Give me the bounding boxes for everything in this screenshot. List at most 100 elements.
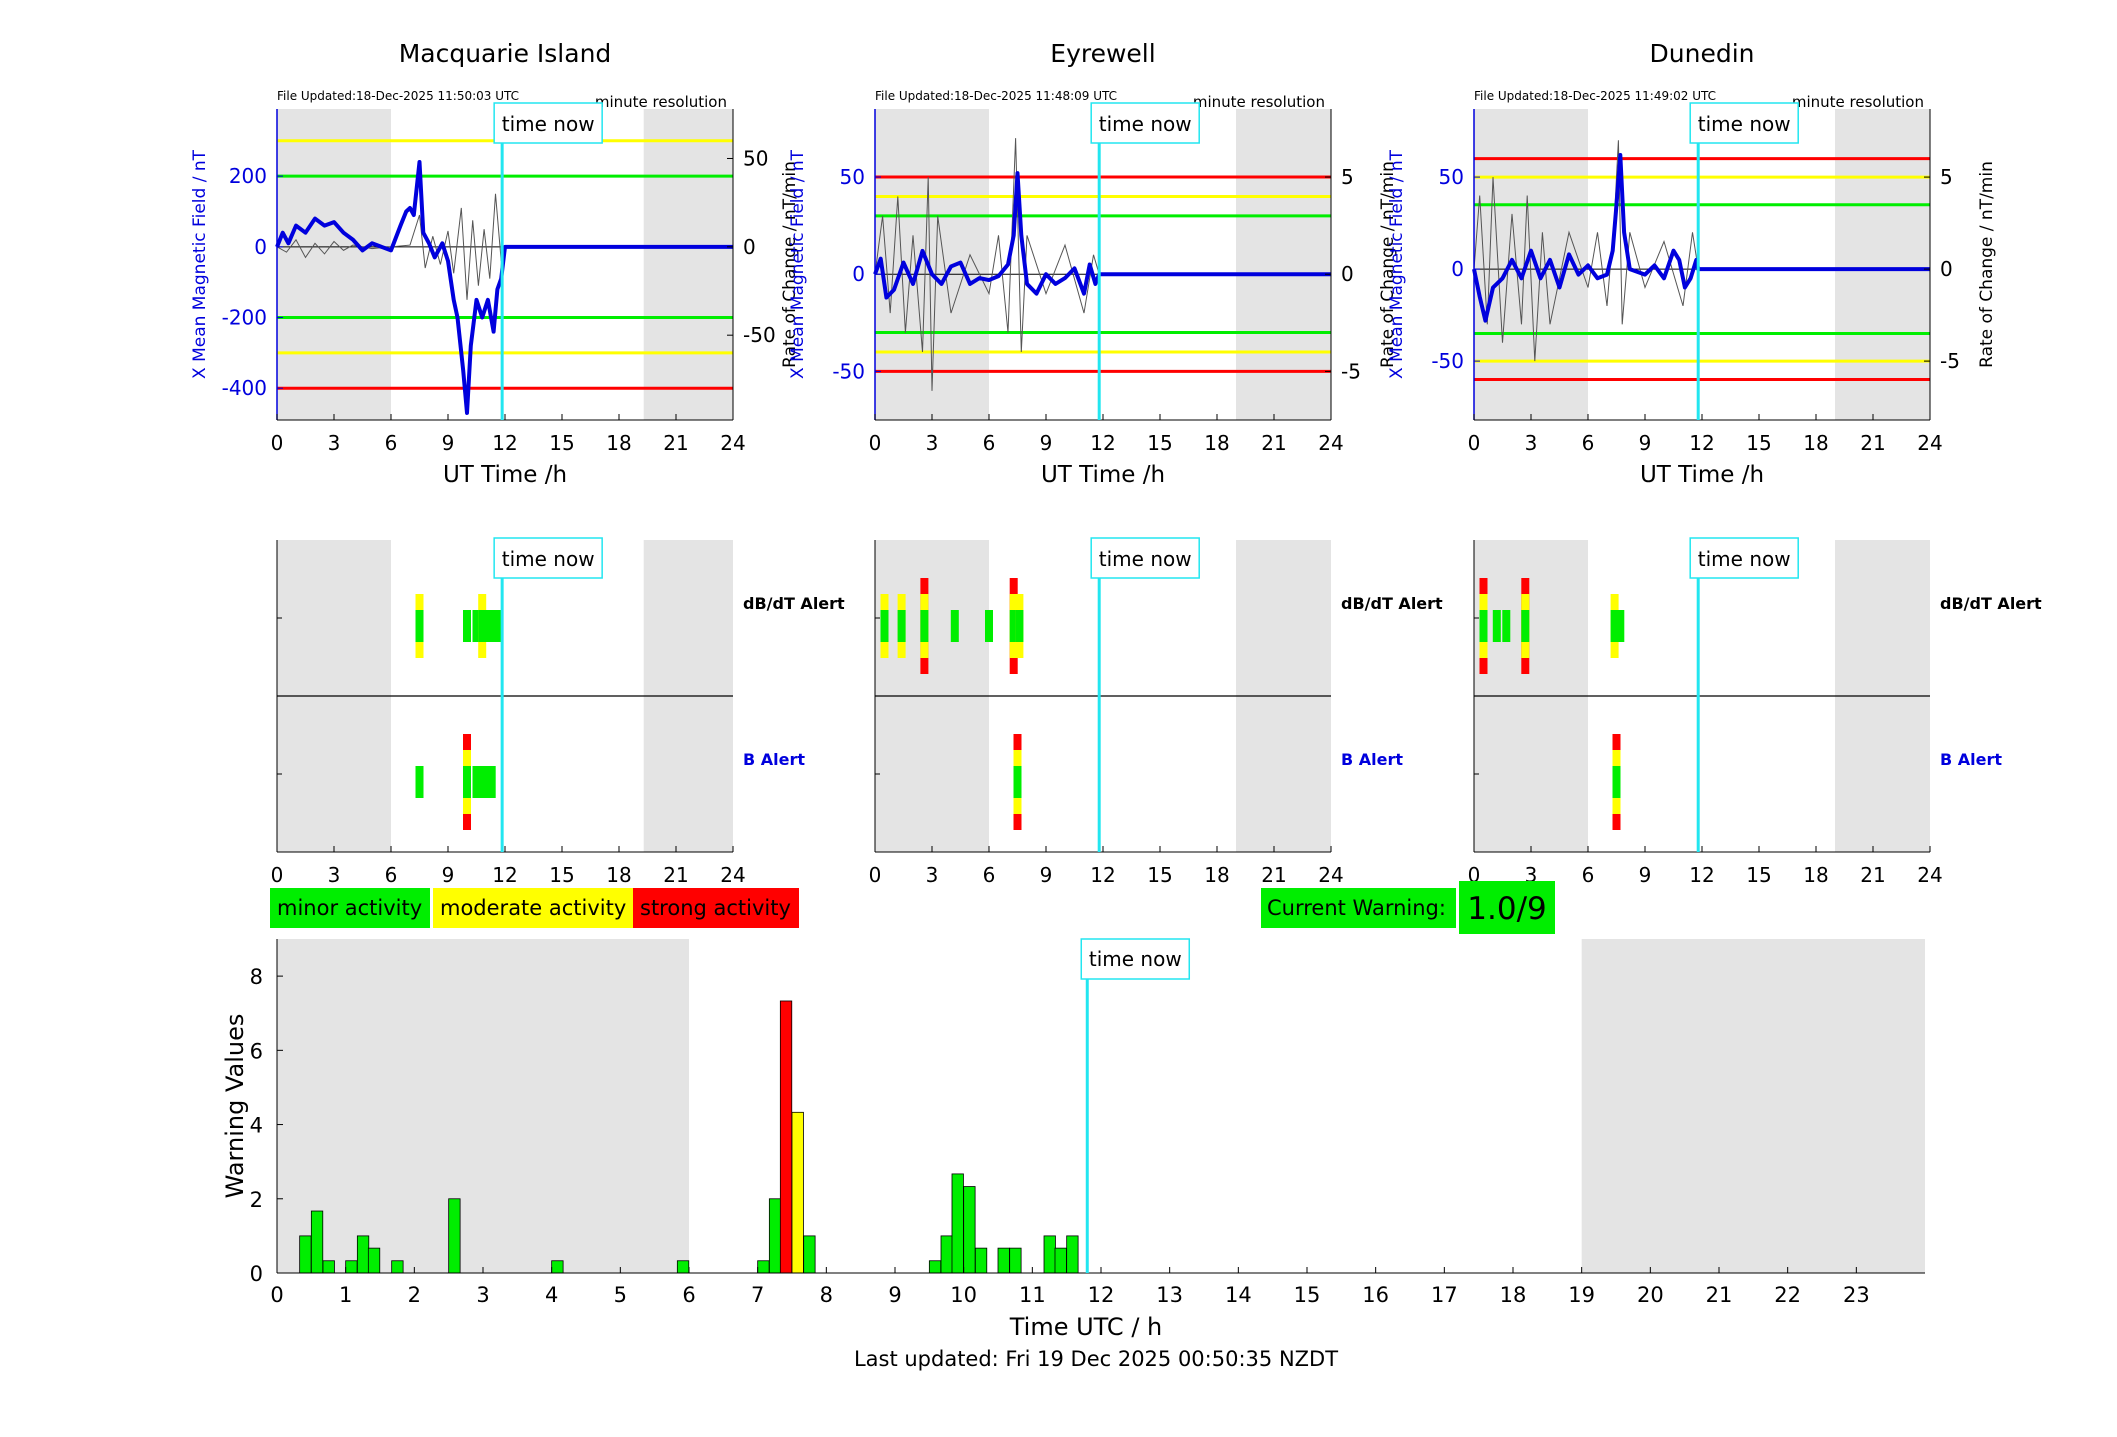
magnetic-field-line — [873, 171, 1331, 300]
x-tick-label: 9 — [1639, 431, 1652, 455]
chart-x-tick-label: 5 — [614, 1283, 627, 1307]
station-title: Eyrewell — [1050, 39, 1155, 68]
x-tick-label: 24 — [720, 431, 745, 455]
legend-moderate-swatch — [433, 888, 633, 928]
alert-x-tick-label: 9 — [442, 863, 455, 887]
chart-x-tick-label: 1 — [339, 1283, 352, 1307]
alert-x-tick-label: 3 — [328, 863, 341, 887]
warning-bar — [356, 1235, 370, 1274]
alert-time-now-label: time now — [502, 547, 595, 571]
x-tick-label: 3 — [328, 431, 341, 455]
chart-x-tick-label: 16 — [1362, 1283, 1389, 1307]
current-warning-label: Current Warning: — [1267, 896, 1446, 920]
chart-x-tick-label: 18 — [1500, 1283, 1527, 1307]
chart-x-tick-label: 23 — [1843, 1283, 1870, 1307]
alert-x-tick-label: 24 — [1917, 863, 1942, 887]
alert-x-tick-label: 0 — [869, 863, 882, 887]
dbdt-alert-label: dB/dT Alert — [743, 594, 845, 613]
station-panel-2: Dunedin File Updated:18-Dec-2025 11:49:02… — [1387, 39, 2042, 887]
station-panel-0: Macquarie Island File Updated:18-Dec-2025… — [190, 39, 845, 887]
x-tick-label: 21 — [1261, 431, 1286, 455]
chart-time-now-label: time now — [1089, 947, 1182, 971]
night-shade — [643, 109, 733, 420]
right-tick-label: 0 — [1341, 262, 1354, 286]
left-axis-label: X Mean Magnetic Field / nT — [788, 149, 808, 379]
right-tick-label: -5 — [1940, 349, 1960, 373]
night-shade — [1236, 109, 1331, 420]
dbdt-alert-mark-minor — [897, 610, 906, 642]
resolution-label: minute resolution — [1792, 93, 1924, 111]
right-tick-label: 50 — [743, 146, 768, 170]
warning-bar — [803, 1235, 816, 1274]
x-axis-label: UT Time /h — [443, 462, 567, 488]
alert-x-tick-label: 6 — [983, 863, 996, 887]
chart-x-tick-label: 8 — [820, 1283, 833, 1307]
b-alert-label: B Alert — [1940, 750, 2002, 769]
b-alert-mark-minor — [1013, 766, 1022, 798]
chart-x-axis-label: Time UTC / h — [1009, 1313, 1163, 1341]
time-now-label: time now — [1698, 112, 1791, 136]
alert-time-now-box — [1090, 537, 1200, 579]
right-tick-label: -5 — [1341, 359, 1361, 383]
warning-bar — [367, 1247, 381, 1274]
chart-x-tick-label: 21 — [1706, 1283, 1733, 1307]
chart-x-tick-label: 4 — [545, 1283, 558, 1307]
warning-bar — [299, 1235, 312, 1274]
legend-minor-label: minor activity — [277, 896, 422, 920]
b-alert-label: B Alert — [743, 750, 805, 769]
alert-x-tick-label: 18 — [1204, 863, 1229, 887]
x-tick-label: 15 — [1746, 431, 1771, 455]
chart-x-tick-label: 19 — [1568, 1283, 1595, 1307]
x-axis-label: UT Time /h — [1041, 462, 1165, 488]
warning-bar — [951, 1173, 964, 1274]
x-tick-label: 3 — [1525, 431, 1538, 455]
dbdt-alert-mark-minor — [1009, 610, 1018, 642]
chart-night-shade — [1581, 939, 1925, 1273]
x-tick-label: 0 — [1468, 431, 1481, 455]
time-now-label: time now — [1099, 112, 1192, 136]
time-now-label: time now — [502, 112, 595, 136]
x-tick-label: 0 — [869, 431, 882, 455]
warning-bar — [322, 1260, 335, 1274]
left-tick-label: -50 — [1431, 349, 1464, 373]
right-tick-label: 5 — [1940, 165, 1953, 189]
resolution-label: minute resolution — [595, 93, 727, 111]
warning-bar — [1066, 1235, 1079, 1274]
magnetic-field-line — [1472, 153, 1930, 323]
dbdt-alert-label: dB/dT Alert — [1341, 594, 1443, 613]
right-axis-label: Rate of Change / nT/min — [780, 161, 800, 368]
x-tick-label: 9 — [1040, 431, 1053, 455]
right-tick-label: 5 — [1341, 165, 1354, 189]
alert-x-tick-label: 12 — [1090, 863, 1115, 887]
dbdt-alert-mark-minor — [920, 610, 929, 642]
left-tick-label: 50 — [1439, 165, 1464, 189]
alert-x-tick-label: 6 — [385, 863, 398, 887]
alert-x-tick-label: 6 — [1582, 863, 1595, 887]
alert-x-tick-label: 0 — [271, 863, 284, 887]
last-updated-footer: Last updated: Fri 19 Dec 2025 00:50:35 N… — [854, 1347, 1338, 1371]
chart-x-tick-label: 12 — [1088, 1283, 1115, 1307]
rate-of-change-line — [874, 138, 1100, 391]
chart-x-tick-label: 7 — [751, 1283, 764, 1307]
alert-x-tick-label: 18 — [606, 863, 631, 887]
alert-time-now-box — [1689, 537, 1799, 579]
chart-x-tick-label: 3 — [476, 1283, 489, 1307]
left-tick-label: 200 — [229, 164, 267, 188]
x-tick-label: 6 — [385, 431, 398, 455]
left-tick-label: 0 — [852, 262, 865, 286]
night-shade — [277, 109, 391, 420]
x-tick-label: 12 — [1090, 431, 1115, 455]
current-warning-value-box — [1459, 881, 1555, 934]
b-alert-label: B Alert — [1341, 750, 1403, 769]
legend-strong-swatch — [633, 888, 799, 928]
chart-x-tick-label: 17 — [1431, 1283, 1458, 1307]
x-tick-label: 12 — [1689, 431, 1714, 455]
right-axis-label: Rate of Change / nT/min — [1378, 161, 1398, 368]
b-alert-mark-minor — [487, 766, 496, 798]
alert-x-tick-label: 15 — [549, 863, 574, 887]
warning-bar — [391, 1260, 404, 1274]
right-tick-label: 0 — [743, 235, 756, 259]
dbdt-alert-mark-minor — [472, 610, 481, 642]
alert-x-tick-label: 9 — [1639, 863, 1652, 887]
x-tick-label: 18 — [606, 431, 631, 455]
